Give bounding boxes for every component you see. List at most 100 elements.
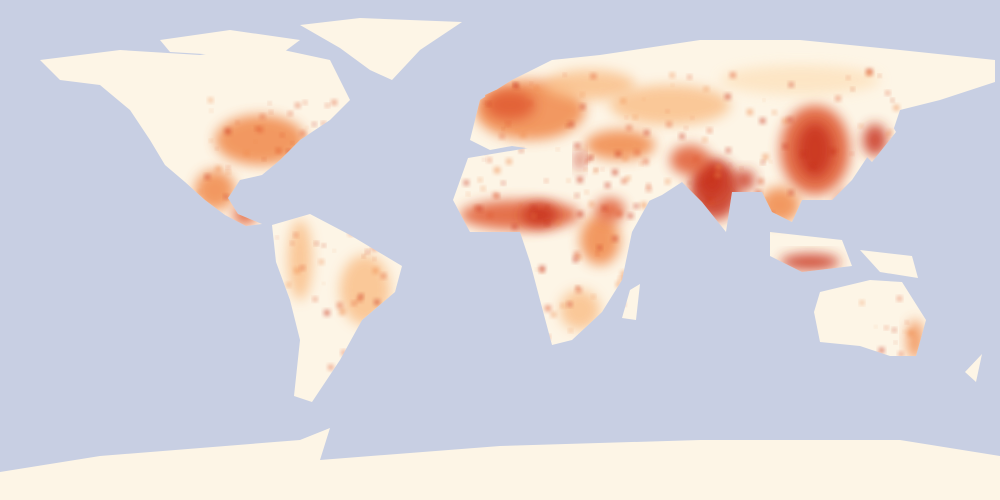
city-density-dot <box>625 116 628 119</box>
city-density-dot <box>325 103 329 108</box>
city-density-dot <box>516 130 519 133</box>
city-density-dot <box>198 190 202 194</box>
city-density-dot <box>539 265 545 272</box>
city-density-dot <box>575 193 579 198</box>
city-density-dot <box>860 300 864 305</box>
city-density-dot <box>506 158 512 165</box>
city-density-dot <box>575 287 582 293</box>
europe-core-density-region <box>485 90 535 120</box>
city-density-dot <box>255 126 259 131</box>
city-density-dot <box>568 329 573 333</box>
city-density-dot <box>702 137 707 142</box>
city-density-dot <box>885 91 890 95</box>
city-density-dot <box>463 180 469 186</box>
city-density-dot <box>626 125 632 131</box>
andes-density-region <box>288 220 312 300</box>
city-density-dot <box>293 233 298 238</box>
city-density-dot <box>565 124 569 128</box>
city-density-dot <box>482 158 485 161</box>
city-density-dot <box>322 244 326 247</box>
city-density-dot <box>577 176 583 183</box>
city-density-dot <box>576 285 579 289</box>
city-density-dot <box>373 258 376 261</box>
city-density-dot <box>693 156 699 162</box>
city-density-dot <box>286 282 291 287</box>
city-density-dot <box>669 72 675 78</box>
new-zealand-landmass <box>965 354 982 382</box>
city-density-dot <box>215 166 222 172</box>
city-density-dot <box>544 305 551 312</box>
city-density-dot <box>556 220 561 225</box>
city-density-dot <box>305 126 308 129</box>
mexico-density-region <box>195 170 235 210</box>
city-density-dot <box>276 148 282 154</box>
city-density-dot <box>269 110 273 114</box>
city-density-dot <box>531 205 536 210</box>
city-density-dot <box>204 174 210 180</box>
city-density-dot <box>313 297 318 302</box>
city-density-dot <box>715 172 721 178</box>
madagascar-landmass <box>622 284 640 320</box>
city-density-dot <box>535 85 539 90</box>
city-density-dot <box>878 347 885 353</box>
city-density-dot <box>492 192 499 198</box>
city-density-dot <box>478 178 482 182</box>
city-density-dot <box>580 93 585 97</box>
north-america-landmass <box>40 45 350 226</box>
city-density-dot <box>331 100 337 105</box>
city-density-dot <box>314 241 319 246</box>
city-density-dot <box>891 98 894 102</box>
city-density-dot <box>759 118 766 124</box>
city-density-dot <box>538 204 543 208</box>
japan-density-density-region <box>863 124 887 156</box>
city-density-dot <box>512 224 518 230</box>
ethiopia-density-region <box>595 198 625 222</box>
city-density-dot <box>520 132 526 138</box>
city-density-dot <box>372 267 379 274</box>
city-density-dot <box>254 140 257 143</box>
city-density-dot <box>589 155 593 160</box>
density-layer <box>195 65 923 396</box>
new-guinea-landmass <box>860 250 918 278</box>
city-density-dot <box>568 121 574 128</box>
city-density-dot <box>671 83 674 87</box>
city-density-dot <box>691 116 694 120</box>
city-density-dot <box>885 133 890 137</box>
city-density-dot <box>300 131 306 136</box>
city-density-dot <box>643 159 649 165</box>
city-density-dot <box>499 134 505 139</box>
city-density-dot <box>358 293 364 299</box>
city-density-dot <box>530 82 533 85</box>
city-density-dot <box>679 133 685 139</box>
city-density-dot <box>312 122 316 126</box>
city-density-dot <box>573 251 580 258</box>
city-density-dot <box>665 179 670 184</box>
city-density-dot <box>339 308 346 315</box>
city-density-dot <box>725 147 731 153</box>
city-density-dot <box>466 192 470 196</box>
city-density-dot <box>788 82 794 88</box>
city-density-dot <box>226 170 230 174</box>
city-density-dot <box>878 74 881 78</box>
central-asia-density-region <box>610 85 730 125</box>
city-density-dot <box>381 273 386 279</box>
city-density-dot <box>740 167 743 170</box>
city-density-dot <box>280 133 284 137</box>
city-density-dot <box>628 213 634 219</box>
city-density-dot <box>294 267 300 274</box>
city-density-dot <box>577 211 584 217</box>
city-density-dot <box>333 249 336 252</box>
city-density-dot <box>574 143 580 149</box>
city-density-dot <box>257 126 263 133</box>
city-density-dot <box>215 147 218 150</box>
city-density-dot <box>602 206 607 211</box>
city-density-dot <box>224 194 229 199</box>
city-density-dot <box>303 101 307 105</box>
city-density-dot <box>866 70 872 76</box>
city-density-dot <box>892 328 897 332</box>
city-density-dot <box>763 99 765 102</box>
city-density-dot <box>850 152 854 156</box>
city-density-dot <box>322 282 325 285</box>
city-density-dot <box>800 151 807 157</box>
city-density-dot <box>362 254 365 258</box>
